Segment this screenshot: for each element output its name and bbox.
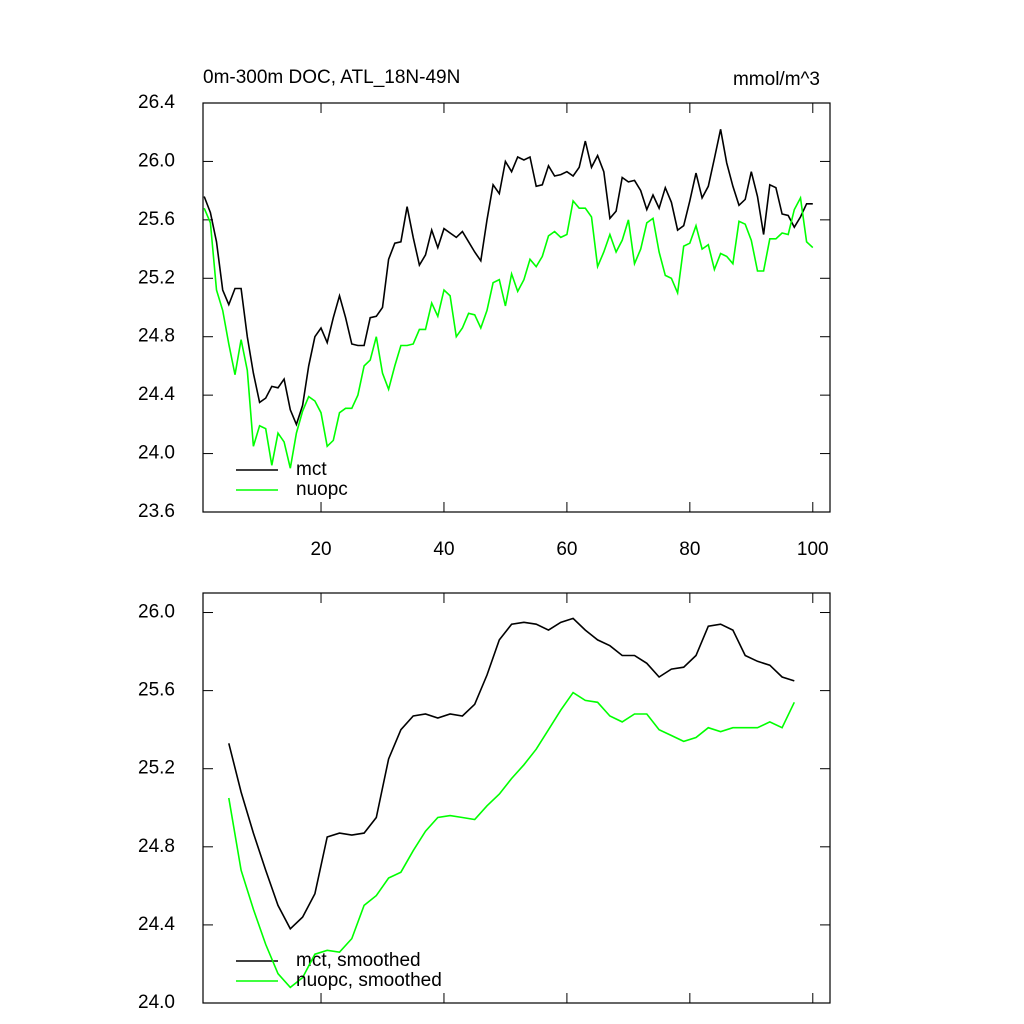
x-tick-label: 20 (310, 539, 331, 560)
y-tick-label: 25.2 (138, 267, 175, 288)
series-line (203, 195, 814, 469)
series-line (228, 617, 795, 931)
series-line (203, 129, 813, 427)
y-tick-label: 25.2 (138, 758, 175, 779)
x-tick-label: 80 (679, 539, 700, 560)
units-label: mmol/m^3 (733, 69, 820, 90)
x-tick-label: 40 (433, 539, 454, 560)
y-tick-label: 24.4 (138, 384, 175, 405)
y-tick-label: 26.4 (138, 92, 175, 113)
chart-title: 0m-300m DOC, ATL_18N-49N (203, 67, 460, 88)
y-tick-label: 26.0 (138, 150, 175, 171)
legend-label: nuopc (296, 479, 348, 500)
plot-frame (202, 102, 831, 513)
legend-label: mct, smoothed (296, 950, 421, 971)
y-tick-label: 24.0 (138, 992, 175, 1013)
y-tick-label: 24.8 (138, 836, 175, 857)
y-tick-label: 24.4 (138, 914, 175, 935)
y-tick-label: 24.8 (138, 326, 175, 347)
legend-label: nuopc, smoothed (296, 970, 442, 991)
y-tick-label: 24.0 (138, 443, 175, 464)
plot-frame (202, 592, 831, 1004)
legend-label: mct (296, 459, 327, 480)
series-line (228, 691, 796, 989)
x-tick-label: 100 (797, 539, 829, 560)
y-tick-label: 25.6 (138, 209, 175, 230)
y-tick-label: 23.6 (138, 501, 175, 522)
x-tick-label: 60 (556, 539, 577, 560)
y-tick-label: 26.0 (138, 602, 175, 623)
y-tick-label: 25.6 (138, 680, 175, 701)
